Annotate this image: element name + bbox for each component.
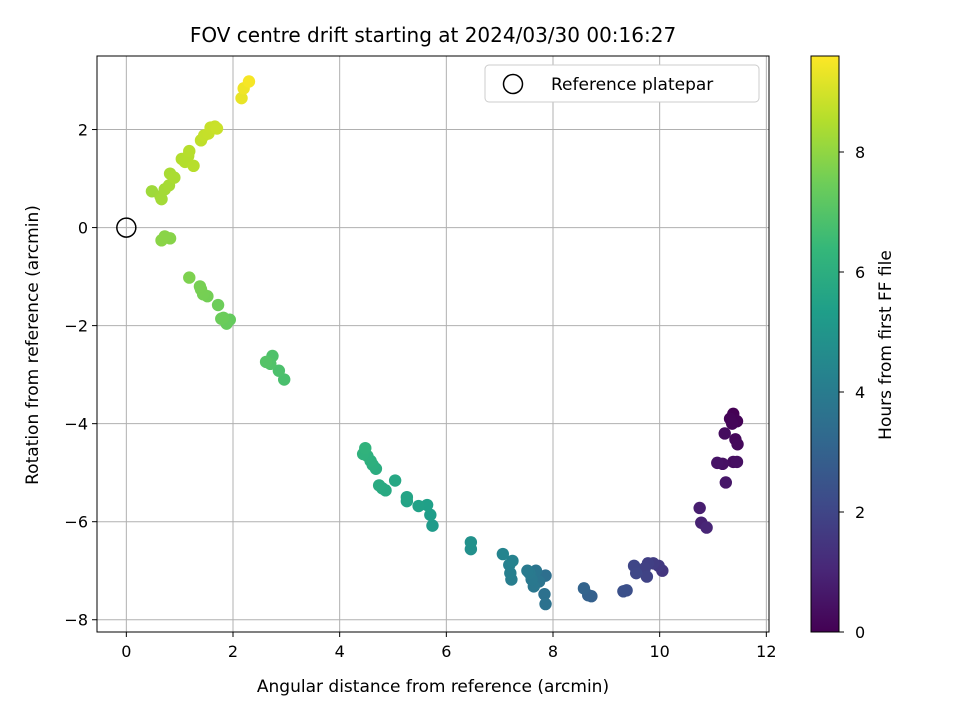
- data-point: [193, 280, 207, 293]
- legend-entry-reference-platepar: Reference platepar: [551, 75, 713, 95]
- colorbar-ticks: 0 2 4 6 8: [839, 143, 865, 642]
- data-point: [538, 588, 551, 601]
- data-points: [145, 75, 744, 611]
- data-point: [168, 171, 181, 184]
- chart-title: FOV centre drift starting at 2024/03/30 …: [190, 23, 676, 47]
- legend-reference-marker: [502, 73, 524, 95]
- colorbar-gradient: [811, 56, 839, 632]
- data-point: [215, 312, 228, 325]
- axes: 0 2 4 6 8 10 12 −8 −6 −4 −2 0 2: [64, 121, 776, 661]
- data-point: [372, 479, 386, 492]
- x-tick-label: 6: [441, 642, 451, 661]
- data-point: [617, 585, 630, 598]
- x-tick-label: 2: [228, 642, 238, 661]
- x-axis-label: Angular distance from reference (arcmin): [257, 677, 609, 697]
- data-point: [506, 554, 519, 568]
- x-tick-label: 0: [121, 642, 131, 661]
- data-point: [242, 75, 256, 88]
- data-point: [155, 234, 168, 247]
- y-tick-label: −4: [64, 415, 88, 434]
- data-point: [211, 298, 225, 312]
- colorbar-frame: [810, 55, 840, 633]
- data-point: [259, 355, 273, 369]
- data-point: [693, 501, 706, 515]
- data-point: [731, 438, 744, 451]
- legend-box: [484, 64, 760, 103]
- colorbar-tick-label: 6: [855, 263, 865, 282]
- data-point: [424, 508, 437, 522]
- y-tick-label: −6: [64, 513, 88, 532]
- colorbar-tick-label: 0: [855, 623, 865, 642]
- data-point: [187, 159, 200, 173]
- data-point: [183, 271, 196, 284]
- data-point: [640, 570, 654, 583]
- data-point: [426, 519, 439, 532]
- data-point: [359, 441, 372, 455]
- y-tick-label: −8: [64, 611, 88, 630]
- data-point: [400, 490, 414, 504]
- data-point: [700, 521, 713, 534]
- data-point: [726, 417, 739, 430]
- reference-marker-layer: [116, 217, 137, 238]
- reference-platepar-marker: [116, 217, 137, 238]
- data-point: [496, 547, 510, 561]
- grid-lines: [97, 56, 769, 632]
- data-point: [730, 455, 744, 469]
- data-point: [719, 476, 732, 489]
- colorbar-label: Hours from first FF file: [876, 250, 896, 440]
- colorbar: 0 2 4 6 8 Hours from first FF file: [810, 55, 896, 642]
- data-point: [630, 566, 643, 580]
- x-tick-label: 10: [649, 642, 669, 661]
- data-point: [235, 91, 248, 105]
- data-point: [210, 122, 224, 135]
- plot-frame: [96, 55, 770, 633]
- y-tick-label: −2: [64, 317, 88, 336]
- colorbar-tick-label: 4: [855, 383, 865, 402]
- data-point: [183, 144, 196, 158]
- data-point: [711, 456, 724, 470]
- data-point: [412, 499, 425, 513]
- x-tick-label: 8: [548, 642, 558, 661]
- data-point: [577, 582, 591, 595]
- data-point: [388, 474, 402, 487]
- colorbar-tick-label: 2: [855, 503, 865, 522]
- colorbar-tick-label: 8: [855, 143, 865, 162]
- x-tick-label: 4: [335, 642, 345, 661]
- legend: Reference platepar: [484, 64, 760, 103]
- data-point: [272, 364, 286, 377]
- data-point: [464, 536, 478, 549]
- data-point: [718, 427, 731, 440]
- y-tick-label: 0: [78, 219, 88, 238]
- y-axis-label: Rotation from reference (arcmin): [23, 205, 43, 485]
- x-tick-label: 12: [756, 642, 776, 661]
- data-point: [521, 564, 534, 577]
- data-point: [539, 597, 552, 611]
- y-tick-label: 2: [78, 121, 88, 140]
- data-point: [155, 192, 168, 206]
